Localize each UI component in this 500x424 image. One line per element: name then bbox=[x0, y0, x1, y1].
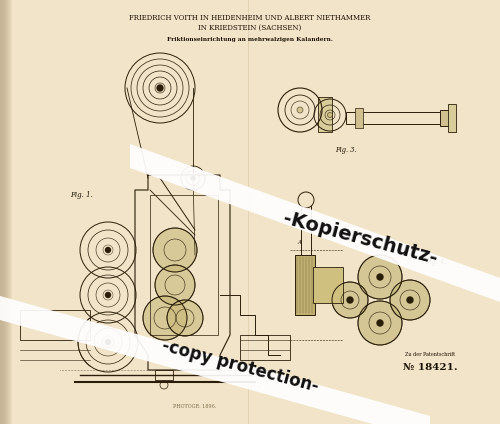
Bar bbox=[20, 310, 90, 340]
Circle shape bbox=[157, 85, 163, 91]
Bar bbox=[0, 0, 11, 424]
Circle shape bbox=[358, 255, 402, 299]
Text: PHOTOGR. 1896.: PHOTOGR. 1896. bbox=[174, 404, 216, 410]
Circle shape bbox=[390, 280, 430, 320]
Text: -Kopierschutz-: -Kopierschutz- bbox=[280, 208, 440, 268]
Bar bbox=[0, 0, 2, 424]
Circle shape bbox=[347, 297, 353, 303]
Text: FRIEDRICH VOITH IN HEIDENHEIM UND ALBERT NIETHAMMER: FRIEDRICH VOITH IN HEIDENHEIM UND ALBERT… bbox=[130, 14, 370, 22]
Bar bbox=[440, 110, 450, 126]
Circle shape bbox=[106, 248, 110, 253]
Circle shape bbox=[106, 340, 110, 344]
Bar bbox=[0, 0, 10, 424]
Bar bbox=[0, 0, 12, 424]
Text: Friktionseinrichtung an mehrwalzigen Kalandern.: Friktionseinrichtung an mehrwalzigen Kal… bbox=[167, 37, 333, 42]
Circle shape bbox=[332, 282, 368, 318]
Bar bbox=[0, 0, 8, 424]
Bar bbox=[346, 112, 441, 124]
Text: Zu der Patentschrift: Zu der Patentschrift bbox=[405, 352, 455, 357]
Text: IN KRIEDSTEIN (SACHSEN): IN KRIEDSTEIN (SACHSEN) bbox=[198, 24, 302, 32]
Text: Fig. 1.: Fig. 1. bbox=[70, 191, 93, 199]
Bar bbox=[301, 205, 311, 255]
Bar bbox=[448, 104, 456, 132]
Bar bbox=[0, 0, 1, 424]
Circle shape bbox=[191, 176, 195, 180]
Bar bbox=[155, 370, 173, 380]
Circle shape bbox=[297, 107, 303, 113]
Bar bbox=[318, 97, 332, 132]
Text: A: A bbox=[297, 240, 301, 245]
Circle shape bbox=[155, 265, 195, 305]
Circle shape bbox=[377, 274, 383, 280]
Circle shape bbox=[377, 320, 383, 326]
Bar bbox=[240, 335, 290, 360]
Bar bbox=[0, 0, 5, 424]
Text: Fig. 4.: Fig. 4. bbox=[425, 258, 446, 266]
Bar bbox=[313, 267, 343, 303]
Text: -copy protection-: -copy protection- bbox=[160, 336, 320, 396]
Circle shape bbox=[358, 301, 402, 345]
Bar bbox=[0, 0, 9, 424]
Circle shape bbox=[328, 112, 332, 117]
Bar bbox=[0, 0, 3, 424]
Polygon shape bbox=[0, 296, 430, 424]
Circle shape bbox=[143, 296, 187, 340]
Bar bbox=[355, 108, 363, 128]
Circle shape bbox=[106, 293, 110, 298]
Circle shape bbox=[407, 297, 413, 303]
Bar bbox=[0, 0, 6, 424]
Circle shape bbox=[167, 300, 203, 336]
Polygon shape bbox=[130, 144, 500, 302]
Text: Fig. 3.: Fig. 3. bbox=[335, 146, 356, 154]
Circle shape bbox=[153, 228, 197, 272]
Bar bbox=[295, 255, 315, 315]
Text: № 18421.: № 18421. bbox=[402, 363, 458, 373]
Bar bbox=[0, 0, 4, 424]
Circle shape bbox=[298, 192, 314, 208]
Bar bbox=[0, 0, 7, 424]
Bar bbox=[150, 195, 218, 335]
